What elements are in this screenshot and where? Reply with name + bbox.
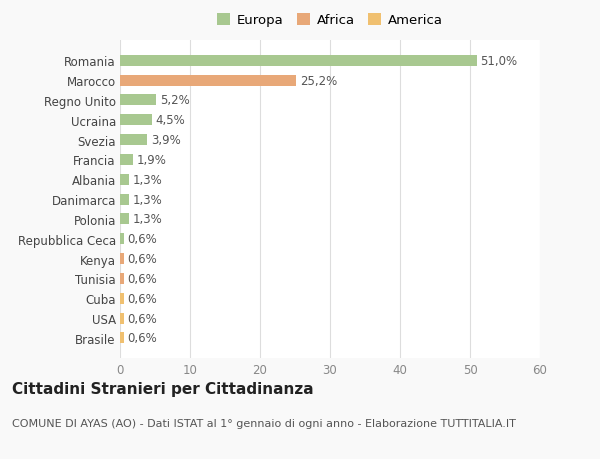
Text: 1,9%: 1,9% xyxy=(137,154,167,167)
Text: 1,3%: 1,3% xyxy=(133,174,163,186)
Bar xyxy=(120,75,296,86)
Bar xyxy=(120,333,124,344)
Text: 3,9%: 3,9% xyxy=(151,134,181,147)
Text: 0,6%: 0,6% xyxy=(128,252,157,265)
Bar xyxy=(120,194,129,205)
Bar xyxy=(120,56,477,67)
Text: 25,2%: 25,2% xyxy=(300,74,337,87)
Bar xyxy=(120,155,133,166)
Bar xyxy=(120,115,151,126)
Legend: Europa, Africa, America: Europa, Africa, America xyxy=(213,10,447,31)
Bar xyxy=(120,313,124,324)
Text: 0,6%: 0,6% xyxy=(128,272,157,285)
Text: 5,2%: 5,2% xyxy=(160,94,190,107)
Text: 0,6%: 0,6% xyxy=(128,332,157,345)
Bar xyxy=(120,293,124,304)
Text: 0,6%: 0,6% xyxy=(128,292,157,305)
Text: COMUNE DI AYAS (AO) - Dati ISTAT al 1° gennaio di ogni anno - Elaborazione TUTTI: COMUNE DI AYAS (AO) - Dati ISTAT al 1° g… xyxy=(12,418,516,428)
Bar xyxy=(120,174,129,185)
Text: 1,3%: 1,3% xyxy=(133,213,163,226)
Text: 51,0%: 51,0% xyxy=(481,55,518,67)
Text: Cittadini Stranieri per Cittadinanza: Cittadini Stranieri per Cittadinanza xyxy=(12,381,314,396)
Text: 0,6%: 0,6% xyxy=(128,312,157,325)
Bar xyxy=(120,274,124,284)
Bar xyxy=(120,253,124,264)
Text: 0,6%: 0,6% xyxy=(128,233,157,246)
Text: 1,3%: 1,3% xyxy=(133,193,163,206)
Bar xyxy=(120,135,148,146)
Bar xyxy=(120,95,157,106)
Bar xyxy=(120,234,124,245)
Text: 4,5%: 4,5% xyxy=(155,114,185,127)
Bar xyxy=(120,214,129,225)
